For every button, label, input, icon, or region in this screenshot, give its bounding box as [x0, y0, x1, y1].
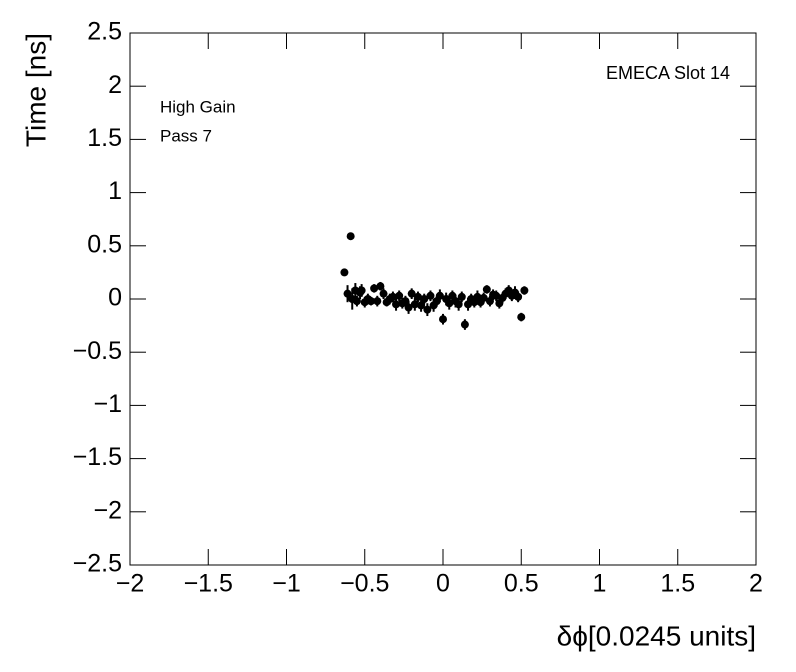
data-point — [367, 297, 376, 306]
y-tick-label: −2 — [93, 496, 122, 524]
y-tick-label: 2.5 — [87, 18, 122, 46]
data-point — [401, 297, 410, 306]
data-point — [376, 282, 385, 291]
y-tick-label: −1.5 — [73, 443, 122, 471]
x-tick-label: 0 — [436, 570, 450, 598]
annotation: Pass 7 — [160, 126, 212, 145]
data-point — [410, 300, 419, 309]
y-tick-label: 1 — [108, 177, 122, 205]
data-point — [413, 292, 422, 301]
chart-title: EMECA Slot 14 — [606, 63, 730, 83]
x-tick-label: 2 — [749, 570, 763, 598]
y-tick-label: 0 — [108, 284, 122, 312]
x-tick-label: −2 — [116, 570, 145, 598]
x-tick-label: −0.5 — [340, 570, 389, 598]
data-point — [445, 299, 454, 308]
y-tick-label: 0.5 — [87, 230, 122, 258]
data-point — [439, 315, 447, 324]
data-point — [373, 297, 382, 306]
x-tick-label: 0.5 — [504, 570, 539, 598]
data-point — [460, 320, 469, 329]
annotation: High Gain — [160, 97, 236, 116]
data-point — [407, 289, 416, 298]
y-tick-label: 1.5 — [87, 124, 122, 152]
data-point — [482, 285, 491, 294]
data-point — [357, 286, 366, 295]
data-point — [343, 289, 352, 298]
data-point — [346, 232, 355, 241]
data-point — [370, 284, 379, 293]
data-point — [352, 297, 361, 306]
data-point — [492, 291, 501, 300]
data-point — [395, 291, 404, 300]
data-point — [379, 289, 388, 298]
data-point — [426, 291, 435, 300]
y-tick-label: −1 — [93, 390, 122, 418]
data-point — [520, 286, 529, 295]
data-point — [340, 268, 349, 277]
x-tick-label: 1.5 — [660, 570, 695, 598]
x-tick-label: −1.5 — [184, 570, 233, 598]
data-point — [514, 292, 523, 301]
x-tick-label: −1 — [272, 570, 301, 598]
data-point — [404, 303, 413, 312]
y-tick-label: −2.5 — [73, 550, 122, 578]
data-point — [417, 301, 426, 310]
x-axis-title: δϕ[0.0245 units] — [557, 620, 756, 651]
y-axis-title: Time [ns] — [20, 33, 51, 147]
data-point — [420, 295, 429, 303]
y-tick-label: 2 — [108, 71, 122, 99]
y-tick-label: −0.5 — [73, 337, 122, 365]
data-point — [454, 300, 463, 309]
data-point — [485, 297, 494, 306]
data-point — [392, 300, 401, 309]
data-point — [457, 292, 466, 301]
x-tick-label: 1 — [593, 570, 607, 598]
data-point — [388, 292, 397, 301]
data-point — [423, 305, 432, 314]
data-point — [435, 291, 444, 300]
data-point — [479, 293, 488, 302]
data-point — [517, 313, 526, 322]
